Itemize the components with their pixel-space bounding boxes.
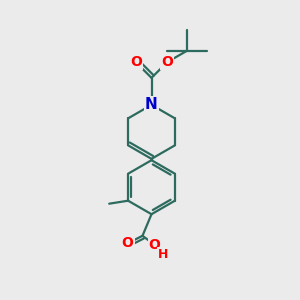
- Text: N: N: [145, 97, 158, 112]
- Text: O: O: [130, 55, 142, 69]
- Text: O: O: [122, 236, 134, 250]
- Text: O: O: [149, 238, 161, 252]
- Text: H: H: [158, 248, 168, 261]
- Text: O: O: [161, 55, 173, 69]
